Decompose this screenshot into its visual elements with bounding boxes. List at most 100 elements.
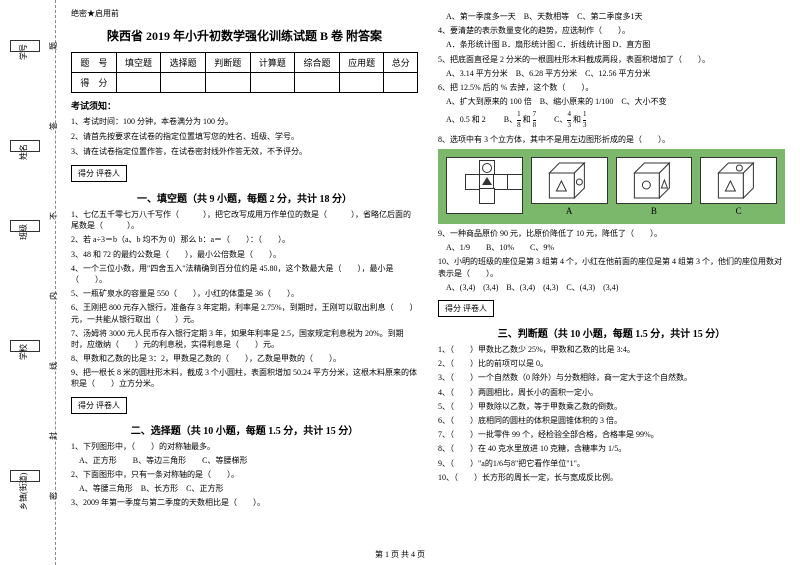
page-container: 题 学号 答 姓名 不 班级 内 线 学校 封 密 乡镇(街道) 绝密★启用前 … <box>0 0 800 565</box>
cell <box>384 73 418 93</box>
q: 5、（ ）甲数除以乙数，等于甲数乘乙数的倒数。 <box>438 401 785 412</box>
q9: 9、一种商品原价 90 元，比原价降低了 10 元，降低了（ ）。 <box>438 228 785 239</box>
content-area: 绝密★启用前 陕西省 2019 年小升初数学强化训练试题 B 卷 附答案 题 号… <box>56 0 800 565</box>
score-table: 题 号 填空题 选择题 判断题 计算题 综合题 应用题 总分 得 分 <box>71 52 418 93</box>
sq <box>507 174 523 190</box>
q: 3、（ ）一个自然数（0 除外）与分数相除，商一定大于这个自然数。 <box>438 372 785 383</box>
q: 5、一瓶矿泉水的容量是 550（ ），小红的体重是 36（ ）。 <box>71 288 418 299</box>
q10opt: A、(3,4) (3,4) B、(3,4) (4,3) C、(4,3) (3,4… <box>438 282 785 293</box>
label: B <box>616 206 693 216</box>
cube-svg <box>701 158 776 203</box>
scorer-box: 得分 评卷人 <box>71 165 127 182</box>
q: 2、若 a÷3＝b（a、b 均不为 0）那么 b：a＝（ ）：（ ）。 <box>71 234 418 245</box>
mark: 封 <box>48 432 59 440</box>
mark: 密 <box>48 492 59 500</box>
label: A <box>531 206 608 216</box>
label: C <box>700 206 777 216</box>
q: 3、2009 年第一季度与第二季度的天数相比是（ ）。 <box>71 497 418 508</box>
q: A、正方形 B、等边三角形 C、等腰梯形 <box>71 455 418 466</box>
mark: 线 <box>48 362 59 370</box>
notice-item: 2、请首先按要求在试卷的指定位置填写您的姓名、班级、学号。 <box>71 131 418 142</box>
q: 10、（ ）长方形的周长一定，长与宽成反比例。 <box>438 472 785 483</box>
q: 1、七亿五千零七万八千写作（ ），把它改写成用万作单位的数是（ ），省略亿后面的… <box>71 209 418 231</box>
mark: 答 <box>48 122 59 130</box>
q: 2、下面图形中，只有一条对称轴的是（ ）。 <box>71 469 418 480</box>
net-unfolded <box>446 157 523 216</box>
q: 6、把 12.5% 后的 % 去掉，这个数（ ）。 <box>438 82 785 93</box>
cube-svg <box>532 158 607 203</box>
field-box <box>10 470 40 482</box>
q: 9、（ ）"a的1/6与8"把它看作单位"1"。 <box>438 458 785 469</box>
q: 6、王刚把 800 元存入银行，准备存 3 年定期，利率是 2.75%，到期时，… <box>71 302 418 324</box>
q: 8、甲数和乙数的比是 3：2，甲数是乙数的（ ），乙数是甲数的（ ）。 <box>71 353 418 364</box>
th: 填空题 <box>116 53 161 73</box>
mark: 题 <box>48 42 59 50</box>
cell <box>161 73 206 93</box>
scorer-box: 得分 评卷人 <box>438 300 494 317</box>
q: A、等腰三角形 B、长方形 C、正方形 <box>71 483 418 494</box>
right-column: A、第一季度多一天 B、天数相等 C、第二季度多1天 4、要清楚的表示数量变化的… <box>438 8 785 557</box>
frac: 13 <box>583 110 587 131</box>
secret-label: 绝密★启用前 <box>71 8 418 19</box>
frac: 43 <box>567 110 571 131</box>
q: A、第一季度多一天 B、天数相等 C、第二季度多1天 <box>438 11 785 22</box>
triangle-icon <box>482 177 492 185</box>
q: 5、把底面直径是 2 分米的一根圆柱形木料截成两段，表面积增加了（ ）。 <box>438 54 785 65</box>
q: 2、（ ）比的前项可以是 0。 <box>438 358 785 369</box>
cell <box>205 73 250 93</box>
q: 7、（ ）一批零件 99 个，经检验全部合格，合格率是 99%。 <box>438 429 785 440</box>
th: 题 号 <box>72 53 117 73</box>
notice-item: 1、考试时间：100 分钟，本卷满分为 100 分。 <box>71 116 418 127</box>
field-box <box>10 140 40 152</box>
scorer-box: 得分 评卷人 <box>71 397 127 414</box>
cube-a: A <box>531 157 608 216</box>
cube-svg <box>617 158 692 203</box>
q: A、扩大到原来的 100 倍 B、缩小原来的 1/100 C、大小不变 <box>438 96 785 107</box>
th: 判断题 <box>205 53 250 73</box>
q8: 8、选项中有 3 个立方体，其中不是用左边图形折成的是（ ）。 <box>438 134 785 145</box>
mark: 不 <box>48 212 59 220</box>
cube <box>531 157 608 204</box>
frac: 18 <box>517 110 521 131</box>
field-box <box>10 220 40 232</box>
cell <box>295 73 340 93</box>
binding-margin: 题 学号 答 姓名 不 班级 内 线 学校 封 密 乡镇(街道) <box>0 0 56 565</box>
cube <box>616 157 693 204</box>
section-choice-title: 二、选择题（共 10 小题，每题 1.5 分，共计 15 分） <box>71 422 418 437</box>
notice-item: 3、请在试卷指定位置作答，在试卷密封线外作答无效，不予评分。 <box>71 146 418 157</box>
mark: 内 <box>48 292 59 300</box>
section-fill-title: 一、填空题（共 9 小题，每题 2 分，共计 18 分） <box>71 190 418 205</box>
cube-c: C <box>700 157 777 216</box>
cube <box>700 157 777 204</box>
frac: 78 <box>533 110 537 131</box>
cell <box>339 73 384 93</box>
row-label: 得 分 <box>72 73 117 93</box>
cell <box>116 73 161 93</box>
q: 1、（ ）甲数比乙数少 25%，甲数和乙数的比是 3:4。 <box>438 344 785 355</box>
q: A、3.14 平方分米 B、6.28 平方分米 C、12.56 平方分米 <box>438 68 785 79</box>
q: 4、（ ）两圆相比，周长小的面积一定小。 <box>438 387 785 398</box>
cube-b: B <box>616 157 693 216</box>
field-box <box>10 40 40 52</box>
sq <box>479 188 495 204</box>
q: 3、48 和 72 的最约公数是（ ），最小公倍数是（ ）。 <box>71 249 418 260</box>
page-footer: 第 1 页 共 4 页 <box>0 549 800 560</box>
exam-title: 陕西省 2019 年小升初数学强化训练试题 B 卷 附答案 <box>71 27 418 44</box>
q9opt: A、1/9 B、10% C、9% <box>438 242 785 253</box>
notice-heading: 考试须知： <box>71 99 418 112</box>
q7-options: A、0.5 和 2 B、18 和 78 C、43 和 13 <box>438 110 785 131</box>
circle-icon <box>482 163 492 173</box>
th: 计算题 <box>250 53 295 73</box>
th: 总分 <box>384 53 418 73</box>
cell <box>250 73 295 93</box>
q: 8、（ ）在 40 克水里放进 10 克糖，含糖率为 1/5。 <box>438 443 785 454</box>
q: 6、（ ）底相同的圆柱的体积是圆锥体积的 3 倍。 <box>438 415 785 426</box>
opt: 0.5 和 2 <box>460 115 486 124</box>
q: 7、汤姆将 3000 元人民币存入银行定期 3 年，如果年利率是 2.5，国家规… <box>71 328 418 350</box>
net-cross <box>446 157 523 214</box>
th: 综合题 <box>295 53 340 73</box>
q: 4、要清楚的表示数量变化的趋势，应选制作（ ）。 <box>438 25 785 36</box>
q: 9、把一根长 8 米的圆柱形木料，截成 3 个小圆柱，表面积增加 50.24 平… <box>71 367 418 389</box>
left-column: 绝密★启用前 陕西省 2019 年小升初数学强化训练试题 B 卷 附答案 题 号… <box>71 8 418 557</box>
th: 选择题 <box>161 53 206 73</box>
